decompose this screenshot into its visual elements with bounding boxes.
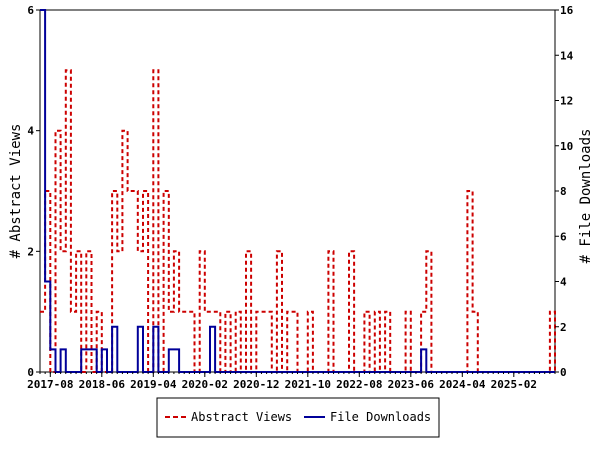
x-tick-label: 2020-02 bbox=[182, 378, 228, 391]
x-tick-label: 2022-08 bbox=[336, 378, 382, 391]
y-right-tick-label: 6 bbox=[560, 230, 567, 243]
plot-area bbox=[39, 9, 556, 373]
y-right-tick-label: 2 bbox=[560, 321, 567, 334]
y-axis-right-title: # File Downloads bbox=[578, 129, 594, 264]
axes-layer: 0 2 4 6 0 2 4 6 8 10 12 14 16 2017-08 2018-06 2019-04 20… bbox=[27, 4, 574, 391]
y-right-tick-label: 10 bbox=[560, 140, 573, 153]
x-tick-label: 2019-04 bbox=[130, 378, 177, 391]
y-right-tick-label: 16 bbox=[560, 4, 574, 17]
y-left-tick-label: 2 bbox=[27, 245, 34, 258]
x-tick-label: 2017-08 bbox=[27, 378, 73, 391]
y-right-tick-label: 0 bbox=[560, 366, 567, 379]
series-layer bbox=[40, 9, 556, 373]
x-tick-label: 2023-06 bbox=[388, 378, 435, 391]
x-tick-label: 2024-04 bbox=[439, 378, 486, 391]
x-tick-label: 2021-10 bbox=[285, 378, 331, 391]
x-tick-label: 2025-02 bbox=[491, 378, 537, 391]
y-right-tick-label: 4 bbox=[560, 276, 567, 289]
legend-label-file-downloads: File Downloads bbox=[330, 410, 431, 424]
x-tick-label: 2018-06 bbox=[79, 378, 126, 391]
legend-box bbox=[156, 397, 440, 438]
x-tick-label: 2020-12 bbox=[233, 378, 279, 391]
y-left-tick-label: 0 bbox=[27, 366, 34, 379]
legend-label-abstract-views: Abstract Views bbox=[191, 410, 292, 424]
y-right-tick-label: 8 bbox=[560, 185, 567, 198]
y-right-tick-label: 14 bbox=[560, 49, 574, 62]
legend: Abstract Views File Downloads bbox=[156, 397, 440, 438]
y-axis-left-title: # Abstract Views bbox=[8, 124, 24, 259]
series-line-file-downloads bbox=[40, 9, 555, 373]
y-left-tick-label: 6 bbox=[27, 4, 34, 17]
y-right-tick-label: 12 bbox=[560, 95, 573, 108]
y-left-tick-label: 4 bbox=[27, 125, 34, 138]
